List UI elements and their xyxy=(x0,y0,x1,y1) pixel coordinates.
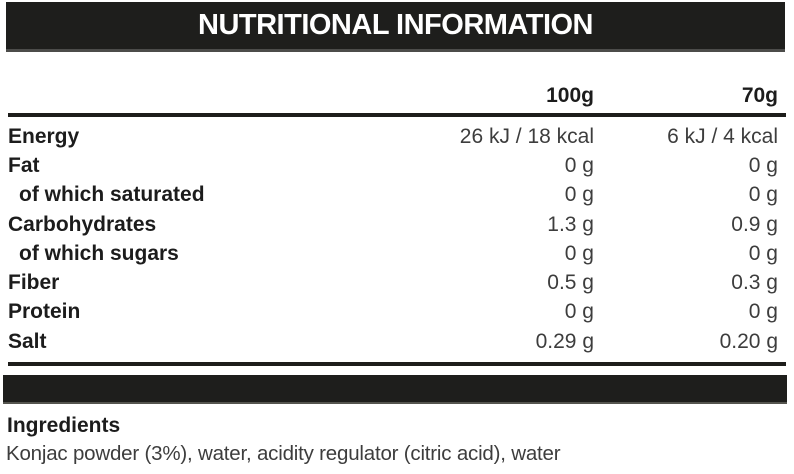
value-100g: 0 g xyxy=(564,300,594,324)
value-70g: 0 g xyxy=(748,153,778,177)
table-row: Fiber 0.5 g 0.3 g xyxy=(8,268,778,297)
value-100g: 0 g xyxy=(564,241,594,265)
value-70g: 0 g xyxy=(748,300,778,324)
table-row: Carbohydrates 1.3 g 0.9 g xyxy=(8,210,778,239)
row-label: of which saturated xyxy=(19,183,205,207)
value-70g: 6 kJ / 4 kcal xyxy=(667,124,778,148)
value-100g: 0 g xyxy=(564,183,594,207)
table-column-headers: 100g 70g xyxy=(8,84,778,108)
row-label: Protein xyxy=(8,300,81,324)
table-row: Salt 0.29 g 0.20 g xyxy=(8,327,778,356)
row-label: Salt xyxy=(8,329,47,353)
value-70g: 0.9 g xyxy=(731,212,778,236)
ingredients-heading: Ingredients xyxy=(7,414,121,437)
row-label: Energy xyxy=(8,124,80,148)
value-100g: 26 kJ / 18 kcal xyxy=(459,124,594,148)
column-header-spacer xyxy=(8,84,424,108)
value-70g: 0 g xyxy=(748,183,778,207)
row-label: Carbohydrates xyxy=(8,212,157,236)
value-70g: 0.20 g xyxy=(719,329,778,353)
row-label: Fat xyxy=(8,153,40,177)
table-row: of which sugars 0 g 0 g xyxy=(8,239,778,268)
value-70g: 0 g xyxy=(748,241,778,265)
ingredients-text: Konjac powder (3%), water, acidity regul… xyxy=(6,442,561,465)
column-header-100g: 100g xyxy=(546,84,594,107)
nutrition-table-body: Energy 26 kJ / 18 kcal 6 kJ / 4 kcal Fat… xyxy=(8,122,778,356)
table-top-rule xyxy=(8,113,786,117)
value-100g: 0.5 g xyxy=(547,271,594,295)
value-100g: 1.3 g xyxy=(547,212,594,236)
value-100g: 0 g xyxy=(564,153,594,177)
table-row: Protein 0 g 0 g xyxy=(8,298,778,327)
value-70g: 0.3 g xyxy=(731,271,778,295)
table-row: Fat 0 g 0 g xyxy=(8,151,778,180)
table-row: Energy 26 kJ / 18 kcal 6 kJ / 4 kcal xyxy=(8,122,778,151)
table-row: of which saturated 0 g 0 g xyxy=(8,181,778,210)
row-label: Fiber xyxy=(8,271,60,295)
table-bottom-rule xyxy=(8,362,786,366)
column-header-70g: 70g xyxy=(741,84,778,107)
section-divider-bar xyxy=(3,375,787,404)
row-label: of which sugars xyxy=(19,241,179,265)
nutrition-header-bar: NUTRITIONAL INFORMATION xyxy=(6,2,785,52)
value-100g: 0.29 g xyxy=(535,329,594,353)
nutrition-title: NUTRITIONAL INFORMATION xyxy=(198,9,594,41)
